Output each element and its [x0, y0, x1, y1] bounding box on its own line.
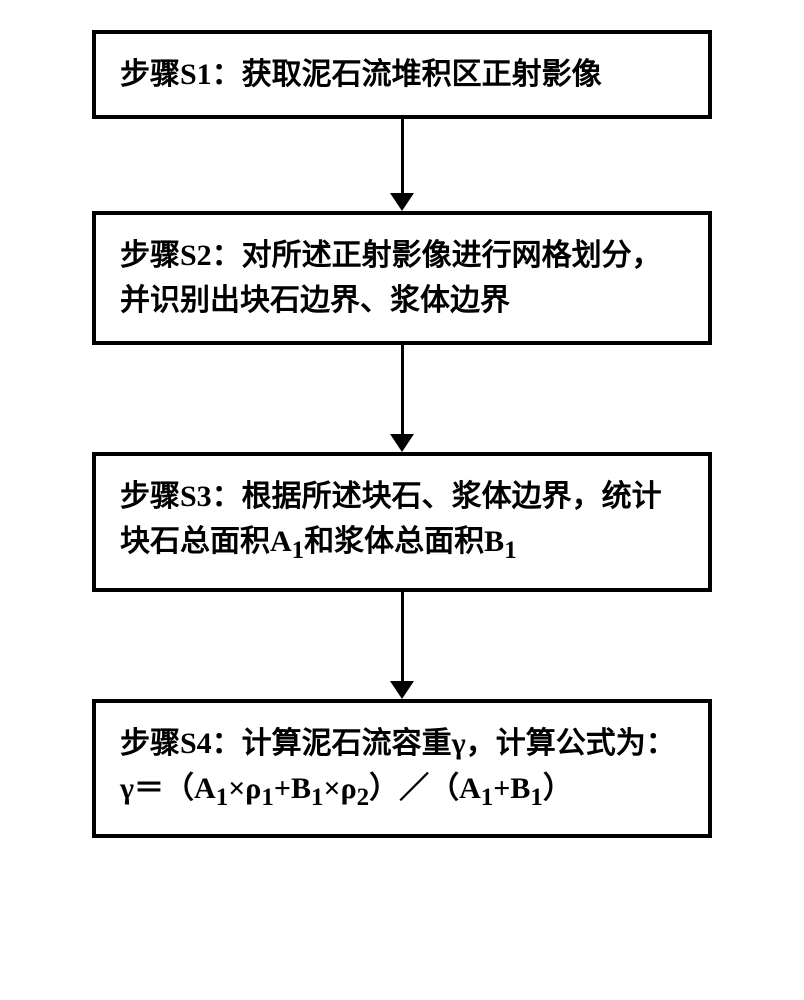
- arrow-head-icon: [390, 681, 414, 699]
- step-s1-box: 步骤S1：获取泥石流堆积区正射影像: [92, 30, 712, 119]
- step-s2-text: 步骤S2：对所述正射影像进行网格划分，并识别出块石边界、浆体边界: [120, 239, 662, 317]
- step-s4-box: 步骤S4：计算泥石流容重γ，计算公式为：γ＝（A1×ρ1+B1×ρ2）／（A1+…: [92, 699, 712, 839]
- arrow-line-icon: [401, 345, 404, 435]
- arrow-2: [390, 345, 414, 452]
- flowchart-container: 步骤S1：获取泥石流堆积区正射影像 步骤S2：对所述正射影像进行网格划分，并识别…: [0, 30, 804, 838]
- step-s2-box: 步骤S2：对所述正射影像进行网格划分，并识别出块石边界、浆体边界: [92, 211, 712, 345]
- arrow-line-icon: [401, 119, 404, 194]
- arrow-head-icon: [390, 193, 414, 211]
- step-s3-box: 步骤S3：根据所述块石、浆体边界，统计块石总面积A1和浆体总面积B1: [92, 452, 712, 592]
- step-s1-text: 步骤S1：获取泥石流堆积区正射影像: [120, 52, 602, 97]
- arrow-head-icon: [390, 434, 414, 452]
- arrow-line-icon: [401, 592, 404, 682]
- arrow-1: [390, 119, 414, 211]
- step-s3-text: 步骤S3：根据所述块石、浆体边界，统计块石总面积A1和浆体总面积B1: [120, 480, 662, 558]
- step-s4-text: 步骤S4：计算泥石流容重γ，计算公式为：γ＝（A1×ρ1+B1×ρ2）／（A1+…: [120, 727, 676, 805]
- arrow-3: [390, 592, 414, 699]
